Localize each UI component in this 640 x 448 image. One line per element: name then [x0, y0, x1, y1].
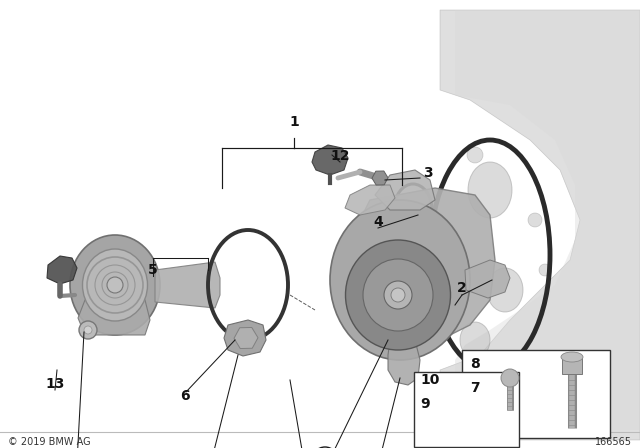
Text: 4: 4	[373, 215, 383, 229]
Text: 166565: 166565	[595, 437, 632, 447]
Polygon shape	[155, 262, 220, 308]
Ellipse shape	[460, 322, 490, 358]
Ellipse shape	[487, 268, 523, 312]
Polygon shape	[375, 170, 435, 210]
Ellipse shape	[330, 200, 470, 360]
Polygon shape	[355, 188, 495, 345]
Text: 1: 1	[289, 115, 299, 129]
Text: 2: 2	[457, 281, 467, 295]
Text: © 2019 BMW AG: © 2019 BMW AG	[8, 437, 91, 447]
Text: 13: 13	[45, 377, 65, 391]
Text: 6: 6	[180, 389, 190, 403]
Ellipse shape	[83, 249, 147, 321]
Polygon shape	[440, 10, 640, 440]
Polygon shape	[465, 260, 510, 298]
Polygon shape	[345, 185, 395, 215]
Circle shape	[467, 147, 483, 163]
Text: 7: 7	[470, 381, 479, 395]
Circle shape	[79, 321, 97, 339]
Text: 8: 8	[470, 357, 480, 371]
Bar	[414, 372, 519, 447]
Text: 3: 3	[423, 166, 433, 180]
Circle shape	[501, 369, 519, 387]
Ellipse shape	[70, 235, 160, 335]
Text: 10: 10	[420, 373, 440, 387]
Bar	[562, 356, 582, 374]
Polygon shape	[224, 320, 266, 356]
Circle shape	[539, 264, 551, 276]
Circle shape	[107, 277, 123, 293]
Text: 5: 5	[148, 263, 158, 277]
Polygon shape	[312, 145, 348, 175]
Polygon shape	[388, 340, 420, 385]
Circle shape	[391, 288, 405, 302]
Polygon shape	[78, 300, 150, 335]
Circle shape	[84, 326, 92, 334]
Ellipse shape	[346, 240, 451, 350]
Circle shape	[528, 213, 542, 227]
Polygon shape	[455, 10, 640, 430]
Text: 12: 12	[330, 149, 349, 163]
Polygon shape	[47, 256, 77, 284]
Ellipse shape	[561, 352, 583, 362]
Ellipse shape	[363, 259, 433, 331]
Circle shape	[384, 281, 412, 309]
Text: 9: 9	[420, 397, 429, 411]
Bar	[462, 350, 610, 438]
Ellipse shape	[468, 162, 512, 218]
Circle shape	[312, 447, 338, 448]
